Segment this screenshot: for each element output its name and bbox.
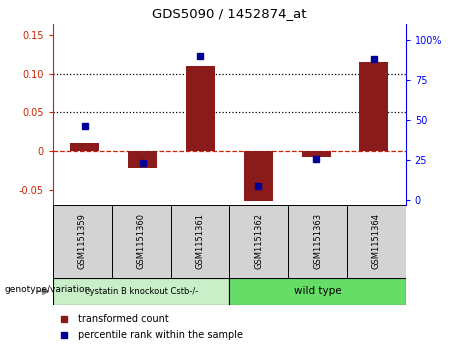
Bar: [171, 205, 229, 278]
Text: genotype/variation: genotype/variation: [5, 285, 91, 294]
Text: GSM1151362: GSM1151362: [254, 213, 263, 269]
Text: GSM1151360: GSM1151360: [136, 213, 146, 269]
Text: GSM1151363: GSM1151363: [313, 213, 322, 269]
Bar: [112, 205, 171, 278]
Bar: [230, 205, 288, 278]
Bar: [53, 278, 230, 305]
Bar: [71, 143, 99, 151]
Bar: [186, 66, 215, 151]
Text: GSM1151364: GSM1151364: [372, 213, 381, 269]
Bar: [347, 205, 406, 278]
Text: GSM1151361: GSM1151361: [195, 213, 205, 269]
Title: GDS5090 / 1452874_at: GDS5090 / 1452874_at: [152, 7, 307, 20]
Bar: [128, 151, 157, 168]
Bar: [244, 151, 273, 201]
Text: percentile rank within the sample: percentile rank within the sample: [78, 330, 242, 340]
Text: transformed count: transformed count: [78, 314, 168, 324]
Bar: [230, 278, 406, 305]
Text: cystatin B knockout Cstb-/-: cystatin B knockout Cstb-/-: [84, 287, 198, 296]
Text: GSM1151359: GSM1151359: [78, 213, 87, 269]
Bar: [360, 62, 388, 151]
Bar: [53, 205, 112, 278]
Bar: [288, 205, 347, 278]
Bar: [301, 151, 331, 157]
Text: wild type: wild type: [294, 286, 341, 296]
